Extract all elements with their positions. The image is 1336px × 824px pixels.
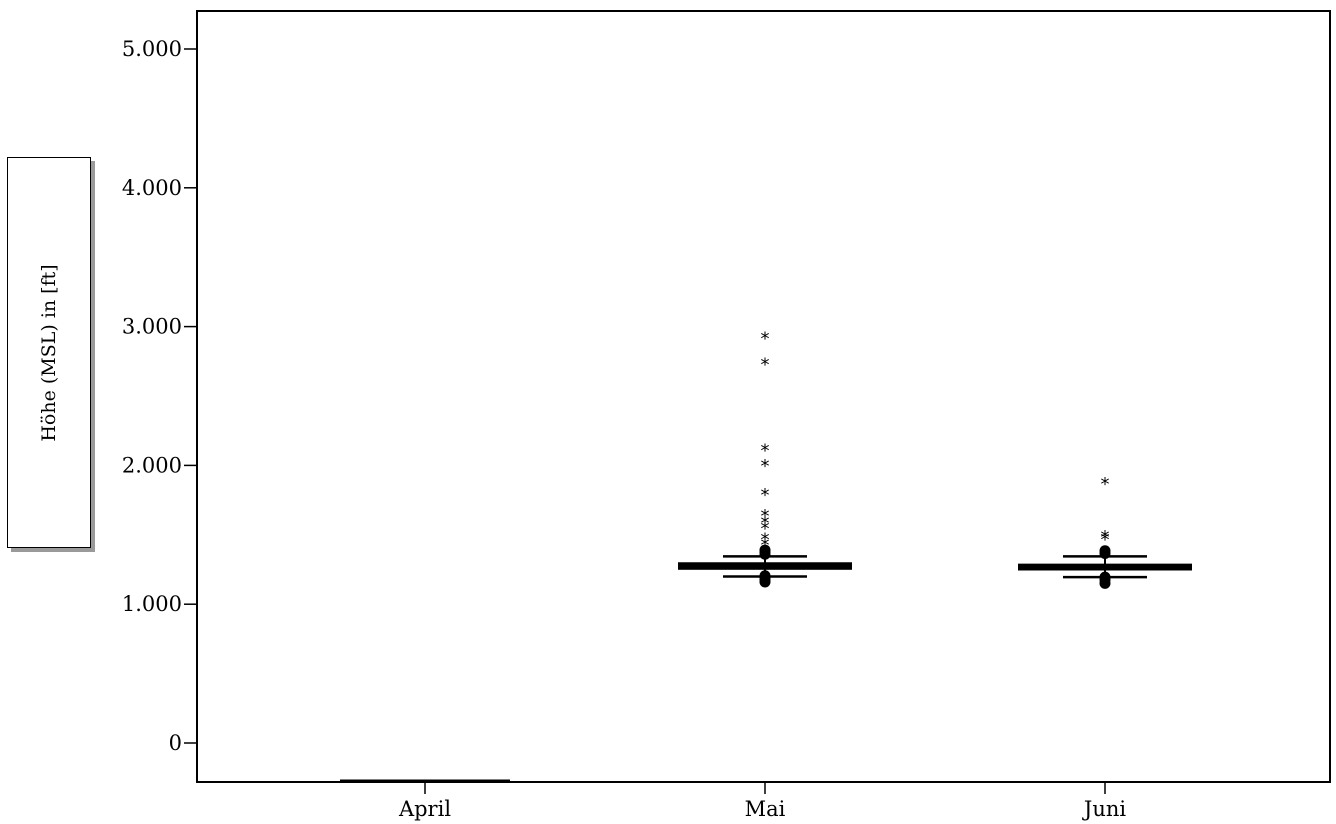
extreme-point: * bbox=[761, 530, 770, 551]
x-tick-label: Juni bbox=[1082, 797, 1126, 821]
outlier-point bbox=[1099, 545, 1111, 557]
extreme-point: * bbox=[1101, 530, 1110, 551]
extreme-point: * bbox=[1101, 474, 1110, 495]
outlier-point bbox=[1099, 571, 1111, 583]
x-tick-label: April bbox=[398, 797, 451, 821]
boxes: ************* bbox=[340, 328, 1192, 783]
extreme-point: * bbox=[1101, 527, 1110, 548]
y-tick-label: 1.000 bbox=[122, 592, 182, 616]
extreme-point: * bbox=[761, 328, 770, 349]
extreme-point: * bbox=[761, 506, 770, 527]
y-tick-label: 4.000 bbox=[122, 176, 182, 200]
y-tick-label: 3.000 bbox=[122, 315, 182, 339]
y-axis: 0 1.000 2.000 3.000 4.000 5.000 bbox=[122, 37, 197, 755]
y-tick-label: 5.000 bbox=[122, 37, 182, 61]
extreme-point: * bbox=[761, 535, 770, 556]
x-tick-label: Mai bbox=[745, 797, 786, 821]
extreme-point: * bbox=[761, 513, 770, 534]
extreme-point: * bbox=[761, 441, 770, 462]
extreme-point: * bbox=[761, 518, 770, 539]
outlier-point bbox=[759, 570, 771, 582]
y-tick-label: 2.000 bbox=[122, 453, 182, 477]
extreme-point: * bbox=[761, 456, 770, 477]
plot-frame bbox=[196, 10, 1331, 783]
y-axis-label: Höhe (MSL) in [ft] bbox=[38, 263, 60, 442]
box-mai: ********** bbox=[678, 328, 852, 588]
x-axis: April Mai Juni bbox=[398, 782, 1126, 821]
extreme-point: * bbox=[761, 485, 770, 506]
extreme-point: * bbox=[761, 355, 770, 376]
y-axis-label-box: Höhe (MSL) in [ft] bbox=[7, 157, 91, 548]
y-tick-label: 0 bbox=[169, 731, 182, 755]
box-juni: *** bbox=[1018, 474, 1192, 589]
outlier-point bbox=[759, 544, 771, 556]
